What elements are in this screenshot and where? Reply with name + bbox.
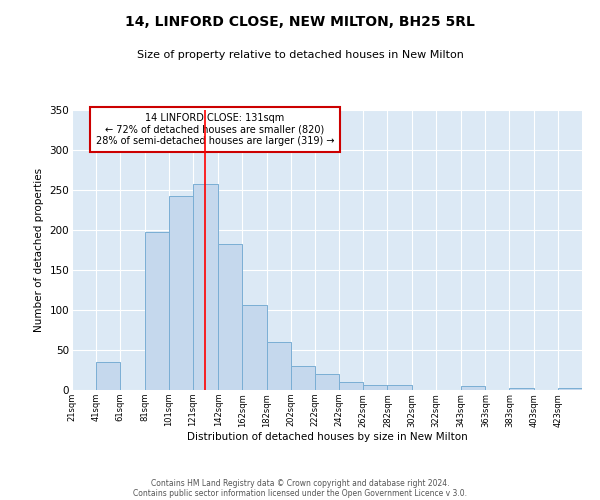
Text: Contains public sector information licensed under the Open Government Licence v : Contains public sector information licen…	[133, 488, 467, 498]
Bar	[193, 184, 218, 390]
Text: Contains HM Land Registry data © Crown copyright and database right 2024.: Contains HM Land Registry data © Crown c…	[151, 478, 449, 488]
Text: 14 LINFORD CLOSE: 131sqm
← 72% of detached houses are smaller (820)
28% of semi-: 14 LINFORD CLOSE: 131sqm ← 72% of detach…	[95, 113, 334, 146]
Bar	[218, 244, 242, 390]
Y-axis label: Number of detached properties: Number of detached properties	[34, 168, 44, 332]
Bar	[291, 366, 315, 390]
Bar	[339, 382, 363, 390]
Bar	[461, 386, 485, 390]
Bar	[388, 385, 412, 390]
Bar	[242, 305, 266, 390]
Bar	[363, 385, 388, 390]
Bar	[266, 342, 291, 390]
Text: 14, LINFORD CLOSE, NEW MILTON, BH25 5RL: 14, LINFORD CLOSE, NEW MILTON, BH25 5RL	[125, 15, 475, 29]
Bar	[96, 362, 121, 390]
Bar	[169, 196, 193, 390]
Bar	[315, 374, 339, 390]
Bar	[558, 388, 582, 390]
Bar	[145, 232, 169, 390]
Bar	[509, 388, 533, 390]
Text: Size of property relative to detached houses in New Milton: Size of property relative to detached ho…	[137, 50, 463, 60]
X-axis label: Distribution of detached houses by size in New Milton: Distribution of detached houses by size …	[187, 432, 467, 442]
